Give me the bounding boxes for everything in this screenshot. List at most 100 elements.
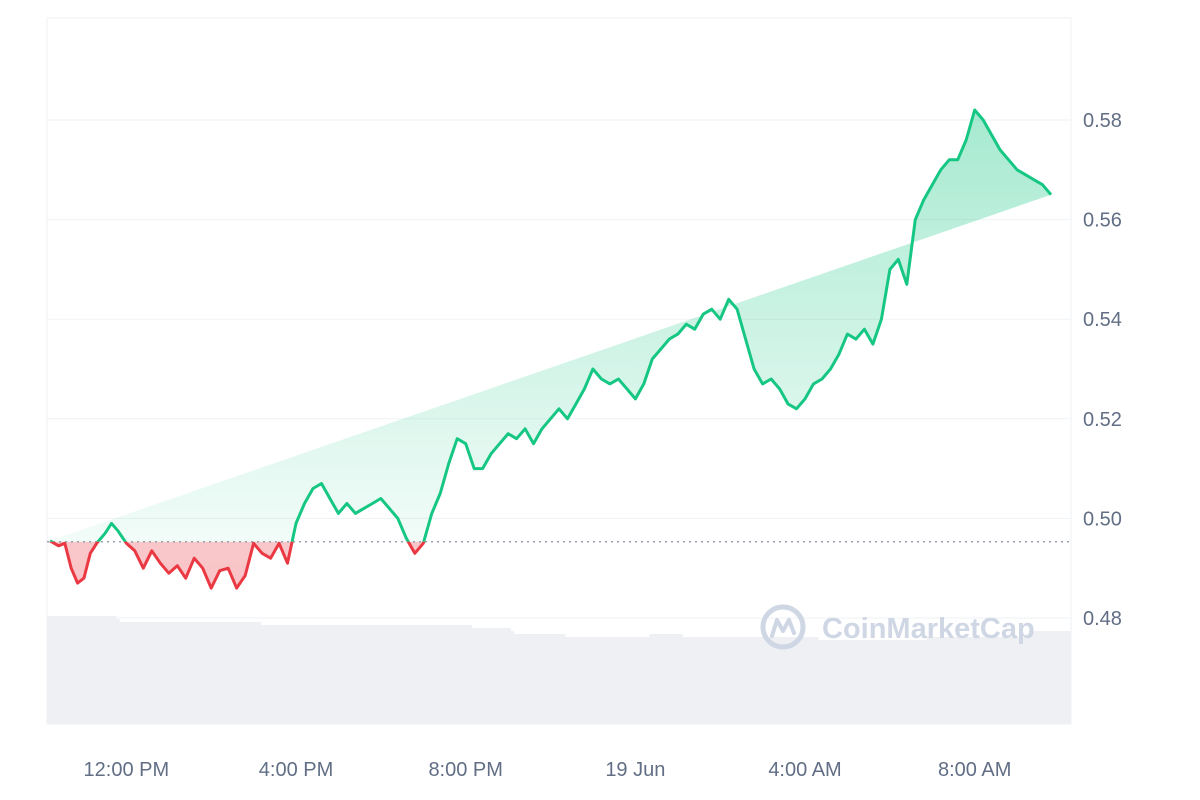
volume-bar xyxy=(56,616,60,724)
volume-bar xyxy=(1040,631,1045,724)
volume-bar xyxy=(842,640,846,724)
volume-bar xyxy=(257,622,262,724)
x-tick-label: 8:00 PM xyxy=(428,759,502,781)
volume-bar xyxy=(670,634,674,724)
volume-bar xyxy=(143,622,147,724)
x-tick-label: 4:00 PM xyxy=(259,759,333,781)
y-tick-label: 0.54 xyxy=(1083,309,1122,331)
volume-bar xyxy=(318,625,322,724)
volume-bar xyxy=(131,622,135,724)
volume-bar xyxy=(1034,631,1039,724)
volume-bar xyxy=(384,625,388,724)
volume-bar xyxy=(796,637,801,724)
volume-bar xyxy=(721,637,725,724)
volume-bar xyxy=(221,622,225,724)
volume-bar xyxy=(745,637,750,724)
volume-bar xyxy=(438,625,442,724)
volume-bar xyxy=(375,625,379,724)
volume-bar xyxy=(107,616,111,724)
volume-bar xyxy=(863,640,867,724)
volume-bar xyxy=(534,634,539,724)
volume-bar xyxy=(161,622,165,724)
volume-bar xyxy=(920,640,924,724)
volume-bar xyxy=(275,625,280,724)
volume-bar xyxy=(616,637,620,724)
volume-bar xyxy=(821,640,825,724)
volume-bar xyxy=(947,637,951,724)
volume-bar xyxy=(296,625,301,724)
volume-bar xyxy=(959,637,963,724)
volume-bar xyxy=(787,637,792,724)
volume-bar xyxy=(290,625,295,724)
volume-bar xyxy=(68,616,72,724)
volume-bar xyxy=(281,625,286,724)
volume-bar xyxy=(218,622,222,724)
volume-bar xyxy=(357,625,361,724)
volume-bar xyxy=(802,637,807,724)
volume-bar xyxy=(950,637,954,724)
volume-bar xyxy=(811,637,816,724)
volume-bar xyxy=(995,637,1000,724)
volume-bar xyxy=(869,640,873,724)
volume-bar xyxy=(667,634,671,724)
y-tick-label: 0.52 xyxy=(1083,409,1122,431)
volume-bar xyxy=(1010,637,1015,724)
volume-bar xyxy=(200,622,204,724)
volume-bar xyxy=(899,640,903,724)
volume-bar xyxy=(628,637,632,724)
volume-bar xyxy=(574,637,578,724)
volume-bar xyxy=(59,616,63,724)
volume-bar xyxy=(324,625,328,724)
volume-bar xyxy=(474,628,478,724)
volume-bar xyxy=(866,640,870,724)
volume-bar xyxy=(751,637,756,724)
volume-bar xyxy=(977,637,981,724)
volume-bar xyxy=(242,622,247,724)
volume-bar xyxy=(164,622,168,724)
volume-bar xyxy=(101,616,105,724)
volume-bar xyxy=(309,625,313,724)
volume-bar xyxy=(986,637,990,724)
volume-bar xyxy=(62,616,66,724)
volume-bar xyxy=(450,625,454,724)
volume-bar xyxy=(348,625,352,724)
volume-bar xyxy=(763,637,768,724)
volume-bar xyxy=(833,640,837,724)
volume-bar xyxy=(278,625,283,724)
volume-bar xyxy=(799,637,804,724)
volume-bar xyxy=(971,637,975,724)
volume-bar xyxy=(790,637,795,724)
volume-bar xyxy=(559,634,563,724)
volume-bar xyxy=(182,622,186,724)
volume-bar xyxy=(366,625,370,724)
volume-bar xyxy=(890,640,894,724)
y-tick-label: 0.58 xyxy=(1083,110,1122,132)
volume-bar xyxy=(739,637,744,724)
x-tick-label: 12:00 PM xyxy=(84,759,170,781)
volume-bar xyxy=(1001,637,1006,724)
volume-bar xyxy=(339,625,343,724)
volume-bar xyxy=(694,637,698,724)
volume-bar xyxy=(631,637,635,724)
volume-bar xyxy=(1016,637,1021,724)
volume-bar xyxy=(53,616,57,724)
volume-bar xyxy=(504,628,509,724)
volume-bar xyxy=(1007,637,1012,724)
volume-bar xyxy=(248,622,253,724)
volume-bar xyxy=(191,622,195,724)
volume-bar xyxy=(577,637,581,724)
volume-bar xyxy=(170,622,174,724)
y-tick-label: 0.56 xyxy=(1083,210,1122,232)
volume-bar xyxy=(287,625,292,724)
volume-bar xyxy=(486,628,491,724)
volume-bar xyxy=(372,625,376,724)
volume-bar xyxy=(673,634,677,724)
volume-bar xyxy=(441,625,445,724)
volume-bar xyxy=(1064,631,1069,724)
volume-bar xyxy=(546,634,551,724)
volume-bar xyxy=(893,640,897,724)
volume-bar xyxy=(468,625,472,724)
volume-bar xyxy=(598,637,602,724)
volume-bar xyxy=(736,637,741,724)
